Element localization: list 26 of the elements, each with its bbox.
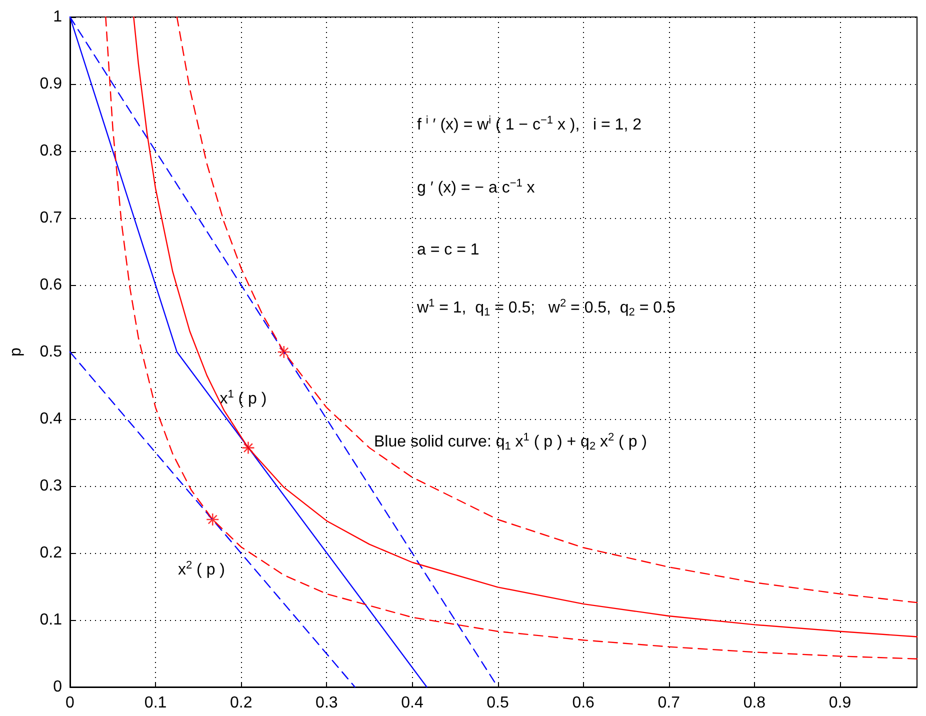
- y-tick-label: 1: [53, 8, 62, 26]
- y-tick-label: 0.1: [40, 612, 62, 628]
- x-tick-label: 0.6: [572, 694, 595, 712]
- point: [206, 512, 220, 526]
- point: [242, 441, 255, 454]
- y-tick-label: 0.5: [40, 344, 62, 360]
- y-tick-label: 0.2: [40, 544, 62, 562]
- x-tick-label: 0.1: [144, 694, 167, 712]
- y-tick-label: 0.8: [40, 142, 62, 160]
- y-tick-label: 0.7: [40, 210, 62, 226]
- x-tick-label: 0.8: [743, 694, 766, 712]
- y-axis-title: p: [8, 347, 24, 356]
- annotation: a = c = 1: [417, 242, 480, 258]
- x-tick-label: 0.2: [230, 694, 252, 712]
- y-tick-label: 0.9: [40, 76, 62, 92]
- x-tick-label: 0: [66, 694, 75, 712]
- y-tick-label: 0.4: [40, 410, 62, 428]
- x-tick-label: 0.3: [316, 694, 338, 712]
- y-tick-label: 0.6: [40, 276, 62, 294]
- x-tick-label: 0.4: [401, 694, 424, 712]
- x-tick-label: 0.9: [828, 694, 852, 712]
- x-tick-label: 0.5: [486, 694, 509, 712]
- y-tick-label: 0.3: [40, 478, 62, 494]
- point: [277, 345, 291, 359]
- y-tick-label: 0: [53, 678, 62, 696]
- x-tick-label: 0.7: [658, 694, 680, 712]
